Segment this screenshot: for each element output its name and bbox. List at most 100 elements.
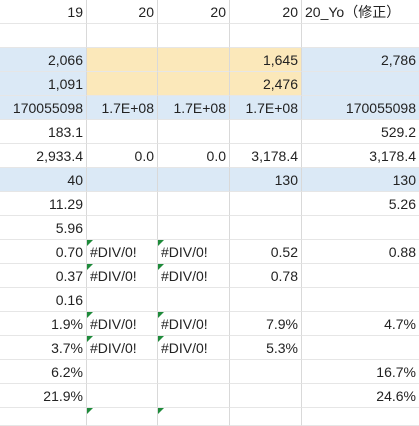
cell[interactable] bbox=[230, 384, 302, 408]
table-row: 19 20 20 20 20_Yo（修正） bbox=[0, 0, 419, 24]
cell[interactable]: 19 bbox=[0, 0, 87, 24]
error-cell[interactable]: #DIV/0! bbox=[158, 240, 230, 264]
cell[interactable]: 1,645 bbox=[230, 48, 302, 72]
cell[interactable]: 5.26 bbox=[302, 192, 419, 216]
cell[interactable]: 0.0 bbox=[158, 144, 230, 168]
cell[interactable] bbox=[230, 24, 302, 48]
cell[interactable] bbox=[87, 360, 158, 384]
cell[interactable]: 183.1 bbox=[0, 120, 87, 144]
table-row bbox=[0, 24, 419, 48]
table-row: 40 130 130 bbox=[0, 168, 419, 192]
cell[interactable] bbox=[87, 288, 158, 312]
cell[interactable]: 20 bbox=[87, 0, 158, 24]
table-row: 11.29 5.26 bbox=[0, 192, 419, 216]
error-cell[interactable]: #DIV/0! bbox=[87, 312, 158, 336]
cell[interactable] bbox=[158, 288, 230, 312]
cell[interactable] bbox=[230, 408, 302, 426]
cell[interactable] bbox=[302, 336, 419, 360]
cell[interactable]: 0.16 bbox=[0, 288, 87, 312]
cell[interactable] bbox=[158, 72, 230, 96]
cell[interactable] bbox=[158, 360, 230, 384]
cell[interactable]: 130 bbox=[302, 168, 419, 192]
table-row: 1.9% #DIV/0! #DIV/0! 7.9% 4.7% bbox=[0, 312, 419, 336]
table-row bbox=[0, 408, 419, 426]
table-row: 1,091 2,476 bbox=[0, 72, 419, 96]
cell[interactable] bbox=[302, 72, 419, 96]
cell[interactable] bbox=[158, 48, 230, 72]
cell[interactable] bbox=[302, 288, 419, 312]
cell[interactable]: 3.7% bbox=[0, 336, 87, 360]
cell[interactable] bbox=[302, 408, 419, 426]
cell[interactable] bbox=[87, 216, 158, 240]
cell[interactable]: 20 bbox=[230, 0, 302, 24]
cell[interactable]: 16.7% bbox=[302, 360, 419, 384]
cell[interactable]: 0.78 bbox=[230, 264, 302, 288]
error-cell[interactable]: #DIV/0! bbox=[158, 336, 230, 360]
cell[interactable]: 11.29 bbox=[0, 192, 87, 216]
table-row: 21.9% 24.6% bbox=[0, 384, 419, 408]
cell[interactable]: 7.9% bbox=[230, 312, 302, 336]
cell[interactable]: 5.96 bbox=[0, 216, 87, 240]
cell[interactable] bbox=[230, 288, 302, 312]
cell[interactable] bbox=[158, 168, 230, 192]
cell[interactable]: 2,066 bbox=[0, 48, 87, 72]
cell[interactable]: 6.2% bbox=[0, 360, 87, 384]
error-cell[interactable]: #DIV/0! bbox=[158, 312, 230, 336]
cell[interactable] bbox=[230, 192, 302, 216]
cell[interactable]: 2,786 bbox=[302, 48, 419, 72]
cell[interactable]: 21.9% bbox=[0, 384, 87, 408]
cell[interactable] bbox=[230, 360, 302, 384]
cell[interactable]: 1.7E+08 bbox=[230, 96, 302, 120]
cell[interactable]: 3,178.4 bbox=[230, 144, 302, 168]
cell[interactable] bbox=[230, 120, 302, 144]
cell[interactable]: 20_Yo（修正） bbox=[302, 0, 419, 24]
error-cell[interactable]: #DIV/0! bbox=[87, 240, 158, 264]
cell[interactable]: 3,178.4 bbox=[302, 144, 419, 168]
cell[interactable]: 4.7% bbox=[302, 312, 419, 336]
cell[interactable]: 0.88 bbox=[302, 240, 419, 264]
cell[interactable]: 1.9% bbox=[0, 312, 87, 336]
cell[interactable] bbox=[87, 24, 158, 48]
cell[interactable] bbox=[158, 384, 230, 408]
cell[interactable]: 20 bbox=[158, 0, 230, 24]
cell[interactable] bbox=[158, 120, 230, 144]
cell[interactable]: 0.52 bbox=[230, 240, 302, 264]
cell[interactable] bbox=[87, 120, 158, 144]
cell[interactable]: 529.2 bbox=[302, 120, 419, 144]
error-cell[interactable]: #DIV/0! bbox=[87, 264, 158, 288]
cell[interactable] bbox=[302, 24, 419, 48]
error-cell[interactable] bbox=[87, 408, 158, 426]
cell[interactable] bbox=[0, 24, 87, 48]
cell[interactable] bbox=[87, 192, 158, 216]
cell[interactable]: 2,476 bbox=[230, 72, 302, 96]
cell[interactable]: 130 bbox=[230, 168, 302, 192]
cell[interactable] bbox=[87, 72, 158, 96]
cell[interactable]: 0.37 bbox=[0, 264, 87, 288]
cell[interactable] bbox=[0, 408, 87, 426]
cell[interactable] bbox=[230, 216, 302, 240]
cell[interactable] bbox=[87, 384, 158, 408]
cell[interactable]: 1.7E+08 bbox=[87, 96, 158, 120]
table-row: 6.2% 16.7% bbox=[0, 360, 419, 384]
cell[interactable] bbox=[302, 264, 419, 288]
error-cell[interactable]: #DIV/0! bbox=[158, 264, 230, 288]
cell[interactable] bbox=[302, 216, 419, 240]
cell[interactable]: 170055098 bbox=[302, 96, 419, 120]
cell[interactable]: 5.3% bbox=[230, 336, 302, 360]
error-cell[interactable] bbox=[158, 408, 230, 426]
cell[interactable] bbox=[158, 192, 230, 216]
cell[interactable]: 170055098 bbox=[0, 96, 87, 120]
cell[interactable]: 2,933.4 bbox=[0, 144, 87, 168]
cell[interactable] bbox=[87, 48, 158, 72]
cell[interactable]: 0.0 bbox=[87, 144, 158, 168]
error-cell[interactable]: #DIV/0! bbox=[87, 336, 158, 360]
cell[interactable]: 1.7E+08 bbox=[158, 96, 230, 120]
cell[interactable]: 40 bbox=[0, 168, 87, 192]
cell[interactable]: 0.70 bbox=[0, 240, 87, 264]
cell[interactable]: 1,091 bbox=[0, 72, 87, 96]
cell[interactable] bbox=[87, 168, 158, 192]
cell[interactable]: 24.6% bbox=[302, 384, 419, 408]
cell[interactable] bbox=[158, 216, 230, 240]
cell[interactable] bbox=[158, 24, 230, 48]
table-row: 0.37 #DIV/0! #DIV/0! 0.78 bbox=[0, 264, 419, 288]
